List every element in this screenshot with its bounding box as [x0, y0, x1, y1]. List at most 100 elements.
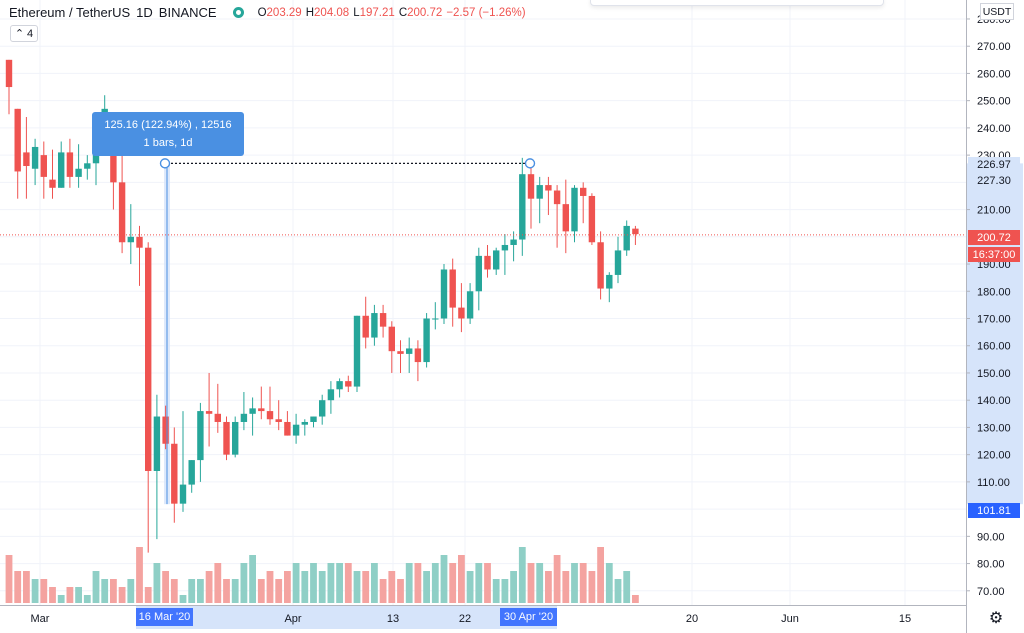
y-tick-label: 90.00 — [977, 531, 1005, 543]
volume-bar — [397, 579, 404, 603]
volume-bar — [484, 563, 491, 603]
high-price-label: 227.30 — [968, 173, 1020, 188]
candle-body — [536, 185, 543, 199]
volume-bar — [614, 579, 622, 603]
volume-bar — [527, 563, 535, 603]
low-value: L197.21 — [353, 6, 395, 19]
candle-body — [345, 381, 352, 387]
measure-tooltip: 125.16 (122.94%) , 12516 1 bars, 1d — [92, 112, 244, 156]
candle-body — [75, 168, 82, 177]
volume-bar — [518, 547, 526, 603]
volume-bar — [632, 595, 639, 603]
symbol-name[interactable]: Ethereum / TetherUS — [9, 5, 131, 20]
volume-bar — [275, 579, 283, 603]
y-tick-label: 250.00 — [977, 96, 1011, 108]
volume-bar — [362, 571, 370, 603]
volume-bar — [336, 563, 343, 603]
y-tick-label: 80.00 — [977, 559, 1005, 571]
volume-bar — [623, 571, 631, 603]
volume-bar — [231, 579, 239, 603]
candle-body — [127, 236, 134, 243]
candle-body — [197, 411, 204, 461]
volume-bar — [344, 563, 352, 603]
volume-bar — [66, 587, 74, 603]
y-tick-label: 70.00 — [977, 586, 1005, 598]
y-tick-label: 190.00 — [977, 259, 1011, 271]
candle-body — [423, 318, 430, 363]
volume-bar — [466, 571, 474, 603]
visibility-eye-icon[interactable] — [232, 7, 244, 18]
volume-bar — [144, 587, 152, 603]
volume-bar — [214, 563, 222, 603]
candle-body — [336, 381, 343, 390]
volume-bar — [562, 571, 570, 603]
candle-body — [66, 152, 74, 177]
candle-body — [14, 108, 21, 172]
x-tick-label: 13 — [387, 613, 399, 625]
volume-bar — [118, 587, 126, 603]
volume-bar — [353, 571, 361, 603]
candle-body — [406, 348, 413, 354]
candle-body — [188, 460, 195, 485]
candle-body — [179, 484, 187, 504]
interval-label[interactable]: 1D — [136, 5, 153, 20]
candle-body — [136, 236, 143, 248]
volume-bar — [553, 555, 561, 603]
volume-bar — [127, 579, 135, 603]
candle-body — [623, 225, 630, 251]
volume-bar — [371, 563, 378, 603]
collapse-indicators-button[interactable]: ⌃ 4 — [10, 25, 38, 42]
price-range-highlight — [967, 163, 1023, 505]
volume-bar — [440, 555, 448, 603]
volume-bar — [292, 563, 300, 603]
x-tick-label: 22 — [459, 613, 471, 625]
volume-bar — [83, 595, 91, 603]
y-tick-label: 210.00 — [977, 205, 1011, 217]
candle-body — [466, 291, 474, 319]
volume-bar — [475, 563, 483, 603]
gear-icon[interactable]: ⚙ — [988, 610, 1004, 627]
target-price-label: 226.97 — [968, 157, 1020, 172]
candle-body — [475, 255, 482, 292]
volume-bar — [205, 571, 213, 603]
candle-body — [301, 421, 308, 425]
open-value: O203.29 — [257, 6, 302, 19]
measure-handle — [524, 158, 536, 169]
volume-bar — [536, 563, 544, 603]
volume-bar — [597, 547, 604, 603]
currency-button[interactable]: USDT — [980, 3, 1014, 20]
y-tick-label: 110.00 — [977, 477, 1010, 489]
volume-bar — [458, 555, 465, 603]
volume-bar — [423, 571, 430, 603]
candle-body — [23, 152, 30, 167]
volume-bar — [75, 587, 82, 603]
candle-body — [606, 274, 613, 289]
candle-body — [223, 421, 230, 455]
volume-bar — [310, 563, 317, 603]
measure-tooltip-line-2: 1 bars, 1d — [143, 137, 193, 149]
candle-body — [49, 179, 56, 188]
volume-bar — [431, 563, 439, 603]
volume-bar — [449, 563, 457, 603]
volume-bar — [588, 571, 596, 603]
y-tick-label: 260.00 — [977, 68, 1011, 80]
volume-bar — [101, 579, 109, 603]
candle-body — [162, 416, 169, 444]
candle-body — [319, 400, 326, 417]
candle-body — [284, 421, 291, 436]
candle-body — [527, 174, 535, 199]
price-change: −2.57 (−1.26%) — [446, 6, 526, 19]
volume-bar — [257, 579, 265, 603]
candle-body — [614, 250, 622, 275]
candle-body — [266, 411, 274, 420]
candle-body — [327, 389, 335, 401]
low-price-label: 101.81 — [968, 503, 1020, 518]
x-tick-label: Apr — [284, 613, 301, 625]
candle-body — [249, 408, 256, 414]
volume-bar — [92, 571, 100, 603]
volume-bar — [318, 571, 326, 603]
candle-body — [432, 318, 439, 320]
candle-body — [31, 146, 39, 169]
volume-bar — [153, 563, 161, 603]
